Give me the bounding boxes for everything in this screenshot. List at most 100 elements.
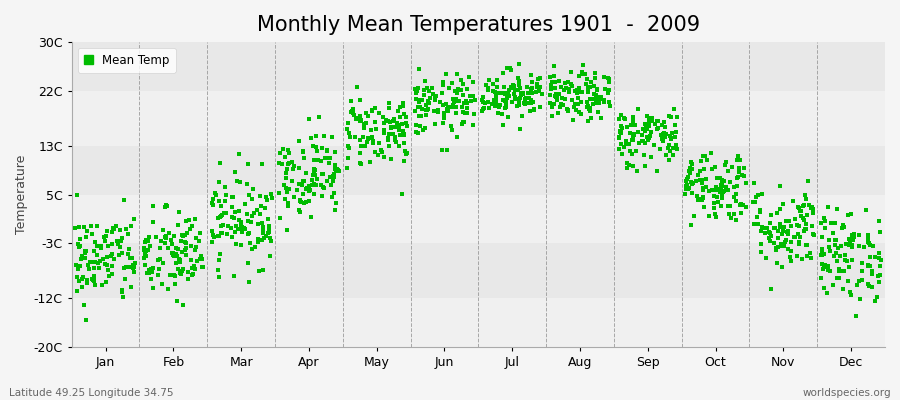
Point — [104, 262, 119, 269]
Point — [775, 231, 789, 237]
Point — [565, 96, 580, 103]
Point — [392, 143, 407, 149]
Point — [564, 83, 579, 90]
Point — [855, 268, 869, 274]
Point — [845, 232, 859, 238]
Point — [597, 74, 611, 80]
Point — [272, 160, 286, 166]
Point — [187, 216, 202, 222]
Point — [340, 154, 355, 161]
Point — [454, 104, 469, 110]
Point — [680, 176, 695, 182]
Point — [481, 86, 495, 92]
Point — [441, 108, 455, 115]
Legend: Mean Temp: Mean Temp — [77, 48, 176, 73]
Point — [77, 250, 92, 256]
Point — [552, 91, 566, 98]
Point — [873, 263, 887, 269]
Point — [386, 131, 400, 137]
Point — [748, 199, 762, 206]
Point — [572, 109, 586, 115]
Point — [275, 146, 290, 152]
Point — [395, 128, 410, 134]
Point — [588, 96, 602, 102]
Point — [593, 96, 608, 102]
Point — [82, 266, 96, 272]
Point — [764, 212, 778, 218]
Point — [662, 156, 677, 163]
Point — [205, 200, 220, 206]
Point — [773, 206, 788, 213]
Point — [702, 188, 716, 194]
Point — [126, 265, 140, 272]
Point — [489, 95, 503, 102]
Point — [681, 184, 696, 191]
Point — [344, 109, 358, 115]
Bar — [72, 243, 885, 298]
Point — [392, 114, 407, 120]
Point — [154, 238, 168, 244]
Point — [158, 202, 173, 208]
Point — [437, 114, 452, 121]
Point — [721, 203, 735, 209]
Point — [392, 103, 407, 110]
Point — [511, 75, 526, 81]
Point — [74, 256, 88, 262]
Point — [496, 97, 510, 104]
Point — [816, 266, 831, 272]
Point — [682, 168, 697, 174]
Point — [685, 161, 699, 167]
Point — [486, 88, 500, 94]
Point — [143, 243, 157, 250]
Point — [235, 226, 249, 233]
Point — [680, 182, 695, 188]
Point — [580, 75, 594, 82]
Point — [100, 262, 114, 268]
Point — [663, 148, 678, 154]
Point — [626, 130, 640, 137]
Point — [554, 100, 568, 107]
Point — [165, 250, 179, 256]
Point — [327, 174, 341, 180]
Point — [584, 79, 598, 86]
Point — [617, 144, 632, 150]
Point — [302, 188, 316, 194]
Point — [363, 158, 377, 165]
Point — [167, 280, 182, 287]
Point — [386, 118, 400, 124]
Point — [669, 129, 683, 136]
Point — [376, 130, 391, 136]
Point — [87, 259, 102, 266]
Point — [320, 155, 334, 161]
Point — [640, 134, 654, 140]
Point — [533, 103, 547, 110]
Point — [190, 257, 204, 264]
Point — [626, 114, 640, 121]
Point — [106, 225, 121, 231]
Point — [397, 111, 411, 118]
Point — [644, 115, 658, 122]
Point — [138, 250, 152, 256]
Point — [83, 258, 97, 265]
Point — [619, 164, 634, 171]
Point — [730, 156, 744, 163]
Point — [377, 154, 392, 160]
Point — [161, 245, 176, 251]
Point — [242, 230, 256, 236]
Point — [476, 94, 491, 100]
Point — [626, 136, 641, 143]
Point — [119, 264, 133, 270]
Point — [777, 243, 791, 250]
Point — [456, 119, 471, 125]
Point — [171, 209, 185, 215]
Point — [368, 119, 382, 125]
Point — [836, 286, 850, 292]
Point — [310, 148, 324, 154]
Point — [86, 264, 101, 271]
Point — [563, 81, 578, 88]
Point — [707, 163, 722, 170]
Point — [342, 130, 356, 136]
Point — [442, 85, 456, 92]
Point — [518, 96, 532, 102]
Point — [762, 229, 777, 236]
